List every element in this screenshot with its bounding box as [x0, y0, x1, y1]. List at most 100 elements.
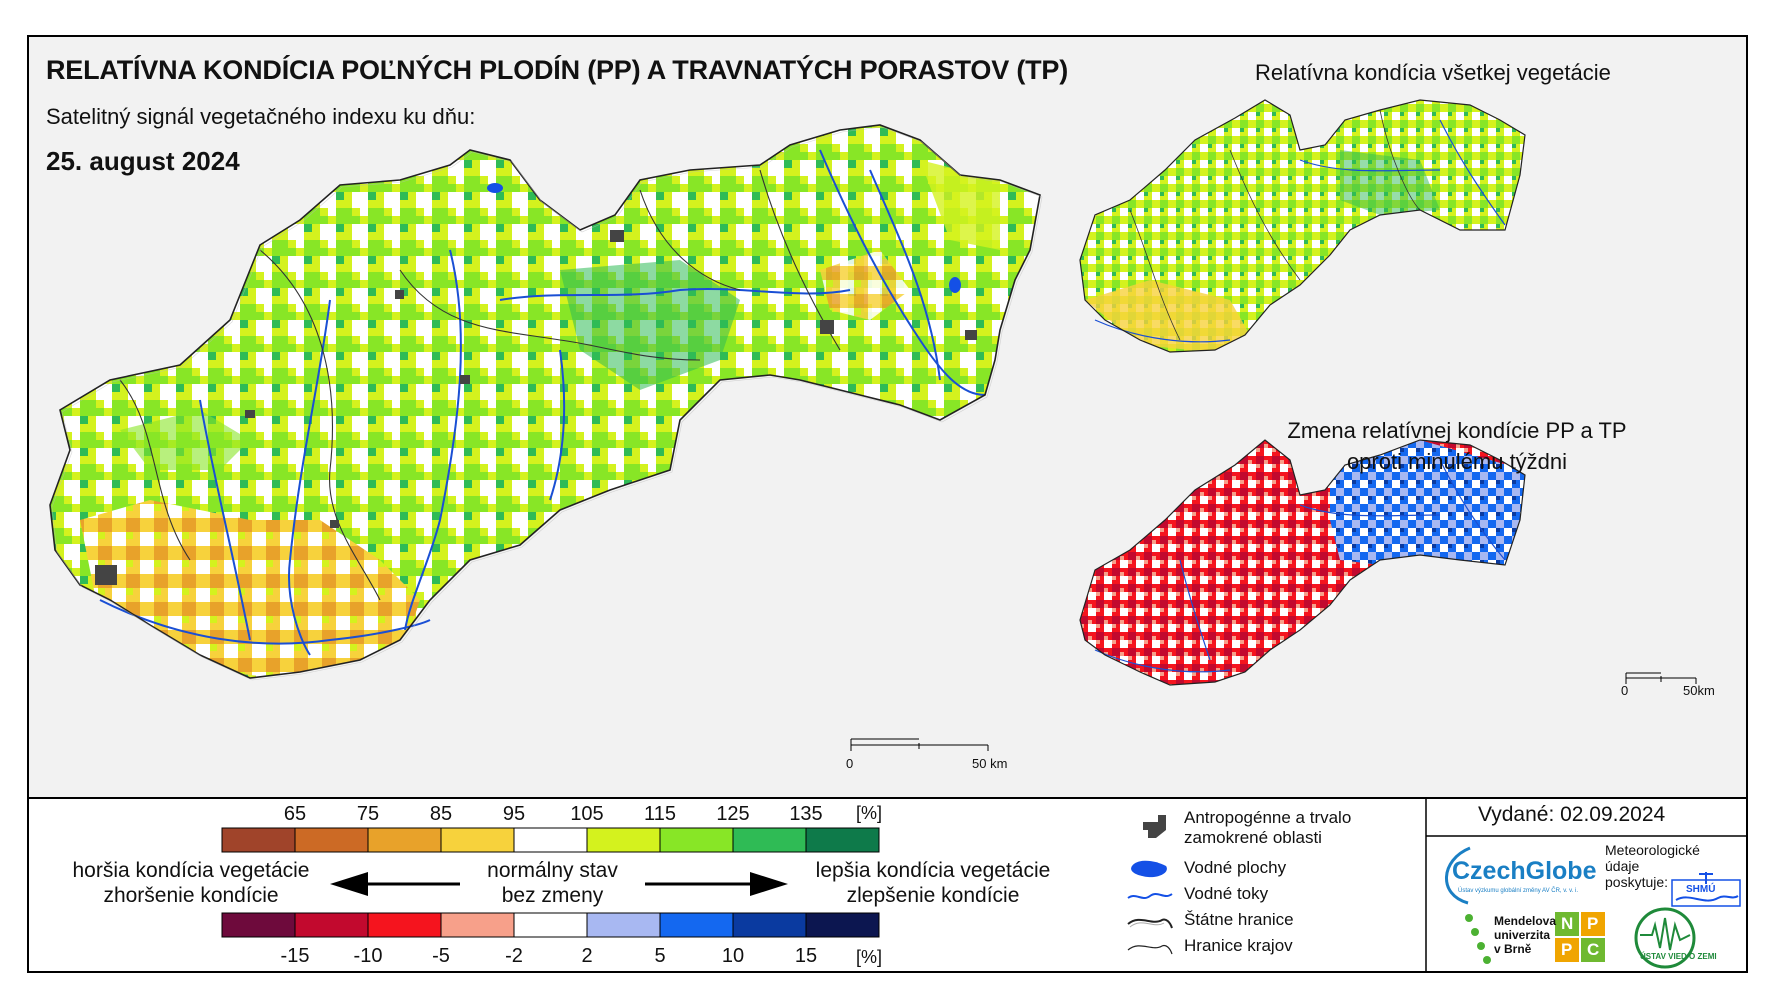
legend-top-tick-7: 135 [789, 803, 823, 825]
meteo-line3: poskytuje: [1605, 874, 1669, 890]
legend-bottom-tick-0: -15 [280, 945, 310, 967]
inset-all-vegetation-map [1079, 99, 1526, 353]
region-border-icon [1127, 944, 1173, 955]
legend-bottom-color-6 [659, 912, 734, 938]
stream-icon [1127, 893, 1173, 899]
mendel-logo [1465, 914, 1491, 964]
inset2-title-line1: Zmena relatívnej kondície PP a TP [1287, 418, 1627, 443]
legend-top-tick-1: 75 [356, 803, 380, 825]
anthropogenic-icon [1143, 815, 1166, 838]
main-scale-label: 50 km [972, 756, 1008, 771]
legend-top-color-0 [221, 827, 296, 853]
legend-bottom-tick-2: -5 [432, 945, 450, 967]
worse-arrow [330, 872, 460, 896]
legend-top-tick-2: 85 [429, 803, 453, 825]
better-line2: zlepšenie kondície [846, 884, 1020, 907]
legend-bottom-color-1 [294, 912, 369, 938]
map-subtitle: Satelitný signál vegetačného indexu ku d… [46, 104, 476, 129]
meteo-text: Meteorologické údaje poskytuje: [1605, 842, 1700, 890]
normal-label: normálny stav bez zmeny [460, 858, 645, 908]
legend-bottom-color-3 [440, 912, 515, 938]
mendel-line1: Mendelova [1494, 914, 1557, 928]
legend-bottom-color-8 [805, 912, 880, 938]
meteo-line1: Meteorologické [1605, 842, 1700, 858]
czechglobe-subtext: Ústav výzkumu globální změny AV ČR, v. v… [1458, 888, 1579, 894]
inset-scale-bar [1625, 672, 1697, 684]
legend-bottom-tick-6: 10 [721, 945, 745, 967]
legend-top-tick-6: 125 [716, 803, 750, 825]
legend-bottom-tick-7: 15 [794, 945, 818, 967]
meteo-line2: údaje [1605, 858, 1640, 874]
legend-top-color-2 [367, 827, 442, 853]
nppc-logo [1555, 912, 1605, 962]
key-anthropogenic-label: Antropogénne a trvalo zamokrené oblasti [1184, 808, 1352, 847]
map-date: 25. august 2024 [46, 146, 240, 176]
better-line1: lepšia kondícia vegetácie [815, 859, 1051, 882]
legend-top-bar [221, 827, 880, 853]
legend-bottom-color-7 [732, 912, 807, 938]
legend-bottom-color-2 [367, 912, 442, 938]
worse-line1: horšia kondícia vegetácie [72, 859, 310, 882]
key-water-area-label: Vodné plochy [1184, 858, 1287, 877]
key-state-border-label: Štátne hranice [1184, 910, 1294, 929]
key-stream-label: Vodné toky [1184, 884, 1269, 903]
better-label: lepšia kondícia vegetácie zlepšenie kond… [788, 858, 1078, 908]
inset2-title-line2: oproti minulému týždni [1346, 449, 1568, 474]
shmu-text: SHMÚ [1686, 884, 1716, 895]
inset-scale-zero: 0 [1621, 683, 1629, 698]
nppc-p2: P [1561, 940, 1573, 959]
inset1-title: Relatívna kondícia všetkej vegetácie [1255, 60, 1611, 85]
main-scale-bar [850, 738, 989, 751]
mendel-text: Mendelova univerzita v Brně [1494, 914, 1556, 956]
legend-bottom-color-0 [221, 912, 296, 938]
legend-bottom-tick-3: -2 [505, 945, 523, 967]
mendel-line2: univerzita [1494, 928, 1551, 942]
legend-bottom-unit: [%] [856, 947, 883, 967]
legend-bottom-bar [221, 912, 880, 938]
inset2-title: Zmena relatívnej kondície PP a TP oproti… [1262, 415, 1652, 477]
legend-top-color-7 [732, 827, 807, 853]
nppc-c: C [1587, 940, 1600, 959]
czechglobe-logo [1445, 846, 1471, 905]
normal-line1: normálny stav [487, 859, 618, 882]
water-area-icon [1131, 860, 1167, 878]
legend-bottom-color-4 [513, 912, 588, 938]
legend-top-tick-4: 105 [570, 803, 604, 825]
nppc-n: N [1561, 914, 1574, 933]
main-rivers [99, 149, 986, 656]
uvz-logo [1634, 907, 1696, 969]
legend-top-tick-3: 95 [502, 803, 526, 825]
shmu-logo [1671, 872, 1741, 907]
legend-top-color-3 [440, 827, 515, 853]
map-title: RELATÍVNA KONDÍCIA POĽNÝCH PLODÍN (PP) A… [46, 55, 1069, 85]
main-water-bodies [487, 183, 961, 293]
legend-panel [27, 797, 1748, 973]
key-region-border-label: Hranice krajov [1184, 936, 1293, 955]
state-border-icon [1127, 918, 1173, 929]
legend-top-color-4 [513, 827, 588, 853]
worse-line2: zhoršenie kondície [103, 884, 279, 907]
legend-top-unit: [%] [856, 803, 883, 823]
uvz-text: ÚSTAV VIED O ZEMI [1640, 952, 1717, 961]
inset-scale-label: 50km [1683, 683, 1715, 698]
nppc-p1: P [1587, 914, 1599, 933]
issued-date: Vydané: 02.09.2024 [1478, 803, 1666, 826]
legend-bottom-color-5 [586, 912, 661, 938]
normal-line2: bez zmeny [501, 884, 604, 907]
legend-top-tick-5: 115 [644, 803, 676, 825]
better-arrow [645, 872, 788, 896]
main-urban-areas [95, 230, 977, 585]
legend-top-color-5 [586, 827, 661, 853]
main-scale-zero: 0 [846, 756, 854, 771]
legend-top-color-1 [294, 827, 369, 853]
legend-bottom-tick-5: 5 [654, 945, 666, 967]
worse-label: horšia kondícia vegetácie zhoršenie kond… [46, 858, 336, 908]
legend-bottom-tick-4: 2 [581, 945, 593, 967]
main-map [49, 124, 1043, 681]
legend-top-tick-0: 65 [283, 803, 307, 825]
legend-top-color-8 [805, 827, 880, 853]
legend-bottom-tick-1: -10 [353, 945, 383, 967]
czechglobe-text: CzechGlobe [1452, 857, 1597, 885]
legend-top-color-6 [659, 827, 734, 853]
